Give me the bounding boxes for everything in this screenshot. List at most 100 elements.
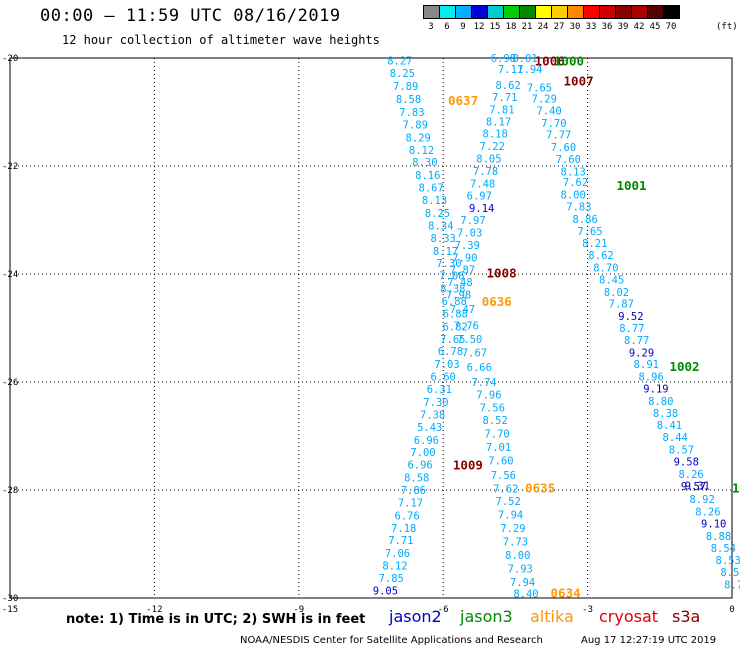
- swh-value-point: 7.01: [486, 442, 511, 454]
- swh-value-point: 7.06: [385, 548, 410, 560]
- swh-value-point: 8.17: [486, 117, 511, 129]
- swh-value-point: 6.88: [443, 308, 468, 320]
- color-scale-label: 27: [553, 22, 565, 32]
- swh-value-point: 8.00: [561, 190, 586, 202]
- pass-number-label: 0637: [448, 93, 478, 108]
- swh-value-point: 7.47: [450, 304, 475, 316]
- swh-value-point: 7.87: [609, 299, 634, 311]
- swh-value-point: 5.43: [417, 422, 442, 434]
- swh-value-point: 8.13: [561, 166, 586, 178]
- swh-value-point: 6.96: [407, 460, 432, 472]
- swh-value-point: 8.05: [476, 153, 501, 165]
- swh-value-point: 7.81: [489, 104, 514, 116]
- swh-value-point: 8.13: [422, 195, 447, 207]
- swh-value-point: 9.19: [643, 383, 668, 395]
- swh-value-point: 8.44: [663, 432, 688, 444]
- color-scale-label: 12: [473, 22, 485, 32]
- swh-value-point: 8.18: [483, 129, 508, 141]
- swh-value-point: 8.26: [695, 507, 720, 519]
- swh-value-point: 8.62: [588, 250, 613, 262]
- y-tick-label: -30: [2, 594, 18, 604]
- swh-value-point: 9.10: [701, 518, 726, 530]
- swh-value-point: 7.60: [556, 154, 581, 166]
- swh-value-point: 7.94: [517, 64, 542, 76]
- swh-value-point: 7.62: [563, 177, 588, 189]
- swh-value-point: 7.87: [450, 265, 475, 277]
- swh-value-point: 7.62: [493, 483, 518, 495]
- swh-value-point: 7.86: [401, 485, 426, 497]
- swh-value-point: 8.41: [657, 420, 682, 432]
- swh-value-point: 6.60: [431, 372, 456, 384]
- swh-value-point: 8.34: [428, 220, 453, 232]
- y-tick-label: -20: [2, 54, 18, 64]
- swh-value-point: 8.54: [720, 567, 740, 579]
- swh-value-point: 8.52: [483, 415, 508, 427]
- color-scale-labels: 3 6 9 12 15 18 21 24 27 30 33 36 39 42 45 70: [423, 22, 679, 32]
- swh-value-point: 7.96: [476, 389, 501, 401]
- swh-value-point: 7.71: [388, 535, 413, 547]
- swh-value-point: 7.76: [454, 320, 479, 332]
- swh-value-point: 7.56: [491, 470, 516, 482]
- swh-value-point: 7.52: [496, 496, 521, 508]
- pass-number-label: 0636: [482, 294, 512, 309]
- pass-number-label: 1001: [616, 178, 646, 193]
- pass-number-label: 1008: [487, 265, 517, 280]
- x-tick-label: -6: [438, 605, 449, 615]
- y-tick-label: -28: [2, 486, 18, 496]
- swh-value-point: 8.45: [599, 274, 624, 286]
- swh-value-point: 7.83: [399, 107, 424, 119]
- swh-value-point: 7.74: [471, 377, 496, 389]
- x-tick-label: 0: [729, 605, 734, 615]
- color-scale-label: 36: [601, 22, 613, 32]
- x-tick-label: -15: [2, 605, 18, 615]
- swh-value-point: 7.48: [447, 277, 472, 289]
- swh-value-point: 8.77: [624, 335, 649, 347]
- swh-value-point: 8.12: [409, 145, 434, 157]
- swh-value-point: 8.58: [404, 473, 429, 485]
- swh-value-point: 7.00: [410, 447, 435, 459]
- swh-value-point: 7.03: [434, 359, 459, 371]
- swh-value-point: 7.65: [577, 226, 602, 238]
- swh-value-point: 7.18: [391, 523, 416, 535]
- swh-value-point: 7.65: [440, 334, 465, 346]
- swh-value-point: 7.71: [492, 92, 517, 104]
- swh-value-point: 8.86: [573, 214, 598, 226]
- swh-value-point: 8.53: [716, 555, 740, 567]
- color-scale-label: 24: [537, 22, 549, 32]
- swh-value-point: 8.77: [619, 323, 644, 335]
- plot-frame: [9, 57, 733, 599]
- swh-value-point: 8.38: [653, 408, 678, 420]
- swh-value-point: 8.25: [390, 68, 415, 80]
- swh-value-point: 9.57: [681, 481, 706, 493]
- swh-value-point: 8.29: [406, 132, 431, 144]
- swh-value-point: 7.65: [527, 83, 552, 95]
- swh-value-point: 7.29: [532, 94, 557, 106]
- generated-timestamp: Aug 17 12:27:19 UTC 2019: [581, 635, 717, 646]
- color-scale-label: 3: [428, 22, 434, 32]
- chart-subtitle: 12 hour collection of altimeter wave hei…: [62, 33, 380, 47]
- axis-ticks: -15 -12 -9 -6 -3 0-20-22-24-26-28-30: [2, 54, 735, 615]
- swh-value-point: 9.52: [618, 311, 643, 323]
- y-tick-label: -26: [2, 378, 18, 388]
- pass-number-label: 1000: [554, 54, 584, 69]
- x-tick-label: -12: [146, 605, 162, 615]
- grid-lines: [10, 58, 732, 598]
- color-scale-label: 9: [460, 22, 466, 32]
- swh-value-point: 7.48: [470, 178, 495, 190]
- color-scale-label: 21: [521, 22, 533, 32]
- color-scale-label: 30: [569, 22, 581, 32]
- swh-value-point: 7.11: [498, 64, 523, 76]
- swh-value-point: 9.05: [373, 585, 398, 597]
- swh-value-point: 6.76: [394, 510, 419, 522]
- swh-value-point: 7.38: [420, 409, 445, 421]
- swh-value-point: 7.29: [500, 523, 525, 535]
- swh-value-point: 8.92: [690, 494, 715, 506]
- swh-value-point: 7.03: [457, 227, 482, 239]
- swh-value-point: 8.12: [382, 561, 407, 573]
- swh-value-point: 7.22: [480, 141, 505, 153]
- swh-value-point: 7.93: [508, 563, 533, 575]
- swh-value-point: 7.70: [484, 428, 509, 440]
- swh-value-point: 8.21: [582, 238, 607, 250]
- x-tick-label: -3: [582, 605, 593, 615]
